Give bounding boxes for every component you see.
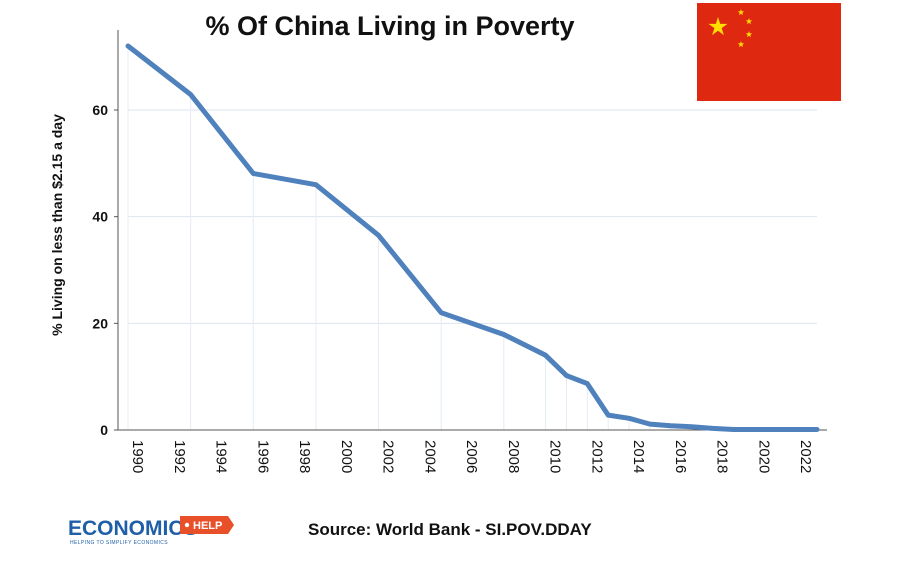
series (125, 43, 820, 432)
x-tick-label: 2022 (797, 440, 814, 473)
x-tick-label: 2004 (421, 440, 438, 473)
data-point (585, 381, 590, 386)
source-note: Source: World Bank - SI.POV.DDAY (308, 520, 592, 539)
data-point (439, 310, 444, 315)
y-tick-label: 40 (92, 209, 108, 225)
y-tick-label: 20 (92, 315, 108, 331)
data-point (188, 92, 193, 97)
logo-text: ECONOMICS (68, 517, 198, 540)
data-point (815, 427, 819, 432)
flag-small-star (745, 31, 753, 38)
logo-badge-shape (180, 516, 234, 534)
x-tick-label: 1992 (171, 440, 188, 473)
data-point (689, 424, 694, 429)
data-point (251, 171, 256, 176)
x-tick-label: 2014 (630, 440, 647, 473)
x-tick-label: 1990 (129, 440, 146, 473)
flag-background (697, 3, 841, 101)
x-tick-label: 2018 (714, 440, 731, 473)
data-point (773, 427, 778, 432)
data-point (313, 182, 318, 187)
data-point (668, 423, 673, 428)
economics-help-logo: ECONOMICS HELP HELPING TO SIMPLIFY ECONO… (68, 516, 234, 546)
data-point (606, 413, 611, 418)
grid-lines (127, 46, 818, 430)
y-tick-label: 0 (100, 422, 108, 438)
poverty-series-line (125, 43, 820, 432)
data-point (543, 353, 548, 358)
x-tick-label: 2006 (463, 440, 480, 473)
data-point (627, 416, 632, 421)
tick-labels: 0 20 40 60 1990 1992 1994 1996 1998 2000 2002 2004 2… (92, 102, 814, 473)
flag-small-star (737, 9, 745, 16)
chart-title: % Of China Living in Poverty (205, 11, 574, 41)
china-flag-icon (697, 3, 841, 101)
x-tick-label: 2016 (672, 440, 689, 473)
x-tick-label: 2000 (338, 440, 355, 473)
logo-badge-text: HELP (193, 520, 222, 532)
flag-small-star (737, 41, 745, 48)
x-tick-label: 2020 (755, 440, 772, 473)
x-tick-label: 2002 (380, 440, 397, 473)
data-point (376, 233, 381, 238)
flag-small-star (745, 18, 753, 25)
data-point (752, 427, 757, 432)
data-point (501, 332, 506, 337)
data-point (794, 427, 799, 432)
y-tick-label: 60 (92, 102, 108, 118)
flag-large-star (708, 17, 728, 36)
x-tick-label: 1994 (213, 440, 230, 473)
logo-tagline: HELPING TO SIMPLIFY ECONOMICS (70, 540, 168, 546)
data-point (731, 427, 736, 432)
y-axis-label: % Living on less than $2.15 a day (49, 114, 65, 336)
x-tick-label: 2012 (588, 440, 605, 473)
logo-badge-dot (184, 522, 190, 528)
x-tick-label: 2010 (547, 440, 564, 473)
data-point (647, 422, 652, 427)
x-tick-label: 1996 (254, 440, 271, 473)
data-point (564, 373, 569, 378)
x-tick-label: 1998 (296, 440, 313, 473)
data-point (710, 426, 715, 431)
x-tick-label: 2008 (505, 440, 522, 473)
data-point (126, 44, 130, 48)
